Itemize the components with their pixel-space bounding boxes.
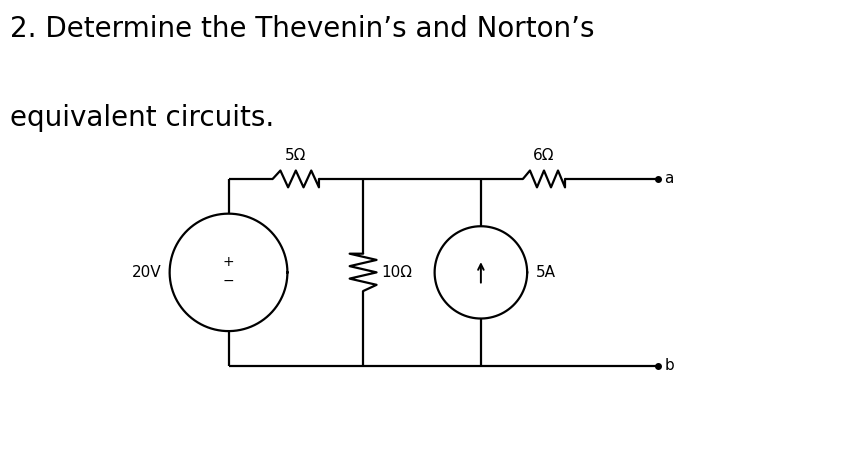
Text: 6Ω: 6Ω: [533, 148, 555, 163]
Text: 10Ω: 10Ω: [381, 265, 413, 280]
Text: 2. Determine the Thevenin’s and Norton’s: 2. Determine the Thevenin’s and Norton’s: [10, 16, 594, 43]
Text: 20V: 20V: [132, 265, 161, 280]
Text: 5Ω: 5Ω: [285, 148, 306, 163]
Text: a: a: [664, 172, 674, 187]
Text: 5A: 5A: [536, 265, 555, 280]
Text: −: −: [223, 274, 235, 288]
Text: equivalent circuits.: equivalent circuits.: [10, 104, 274, 132]
Text: b: b: [664, 358, 674, 373]
Text: +: +: [223, 255, 235, 269]
